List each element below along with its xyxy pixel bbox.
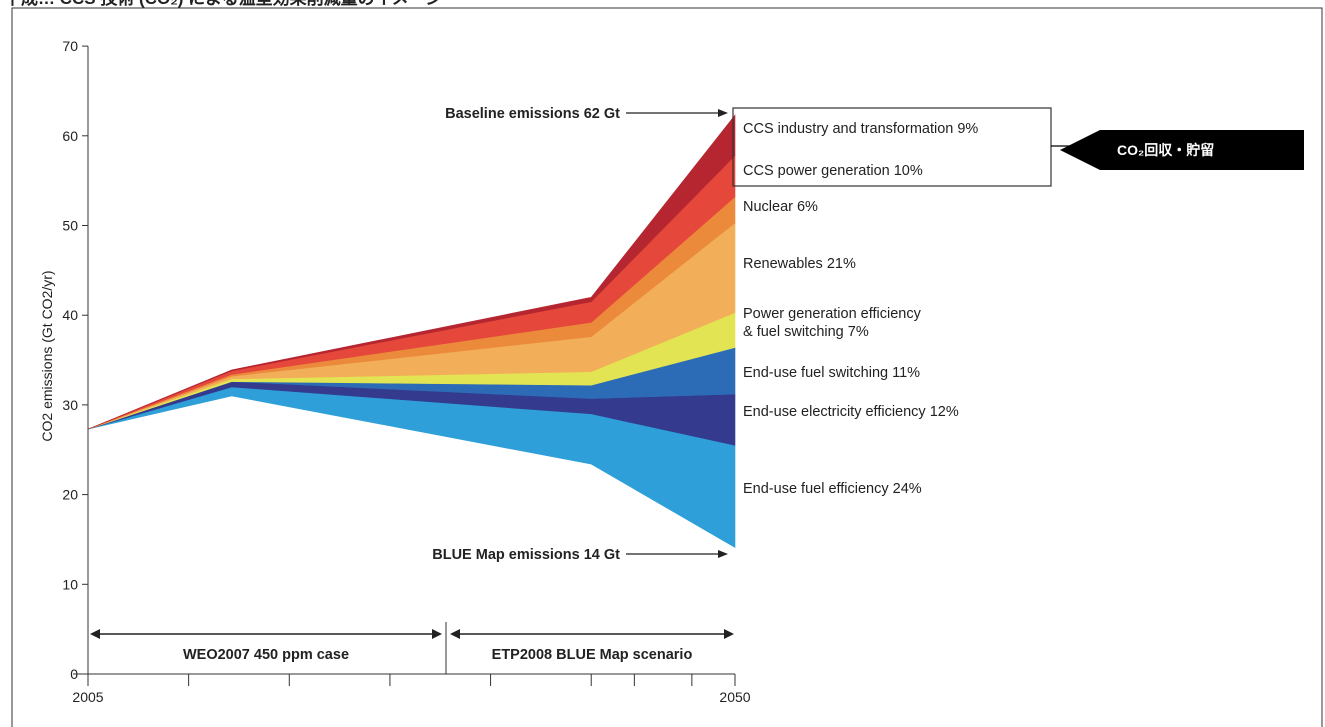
phase-arrow-right-0 (432, 629, 442, 639)
annotation-label-1: BLUE Map emissions 14 Gt (432, 547, 620, 563)
band-7 (87, 114, 736, 430)
band-label-5: Nuclear 6% (743, 199, 818, 215)
y-tick-label-5: 50 (62, 218, 78, 234)
ccs-highlight-box (732, 107, 1052, 187)
band-label-4: Renewables 21% (743, 256, 856, 272)
band-label-2: End-use fuel switching 11% (743, 365, 920, 381)
band-label-6: CCS power generation 10% (743, 163, 923, 179)
band-label-0: End-use fuel efficiency 24% (743, 481, 922, 497)
phase-label-0: WEO2007 450 ppm case (183, 647, 349, 663)
callout-box (1060, 130, 1304, 170)
band-label-7: CCS industry and transformation 9% (743, 121, 978, 137)
area-bands (87, 114, 736, 549)
x-tick-label-0: 2005 (72, 689, 103, 705)
annotation-arrow-0 (718, 109, 728, 117)
band-labels: End-use fuel efficiency 24% End-use elect… (743, 121, 978, 497)
y-tick-label-1: 10 (62, 576, 78, 592)
y-tick-label-7: 70 (62, 38, 78, 54)
chart-frame (11, 7, 1323, 727)
band-label-3: Power generation efficiency & fuel switch… (743, 306, 922, 340)
phase-arrow-left-0 (90, 629, 100, 639)
band-label-1: End-use electricity efficiency 12% (743, 404, 959, 420)
y-tick-label-2: 20 (62, 487, 78, 503)
y-axis-title: CO2 emissions (Gt CO2/yr) (39, 270, 55, 441)
callout-text: CO₂回収・貯留 (1117, 142, 1214, 158)
header-title: 平成… CCS 技術 (CO₂) による温室効果削減量のイメージ (4, 0, 442, 8)
y-tick-label-3: 30 (62, 397, 78, 413)
y-tick-label-6: 60 (62, 128, 78, 144)
annotation-arrow-1 (718, 550, 728, 558)
phase-label-1: ETP2008 BLUE Map scenario (492, 647, 693, 663)
y-tick-label-4: 40 (62, 307, 78, 323)
phases: WEO2007 450 ppm case ETP2008 BLUE Map sce… (90, 622, 734, 674)
phase-arrow-left-1 (450, 629, 460, 639)
annotation-label-0: Baseline emissions 62 Gt (445, 106, 620, 122)
x-tick-label-1: 2050 (719, 689, 750, 705)
phase-arrow-right-1 (724, 629, 734, 639)
annotations: Baseline emissions 62 Gt BLUE Map emissio… (432, 106, 728, 563)
